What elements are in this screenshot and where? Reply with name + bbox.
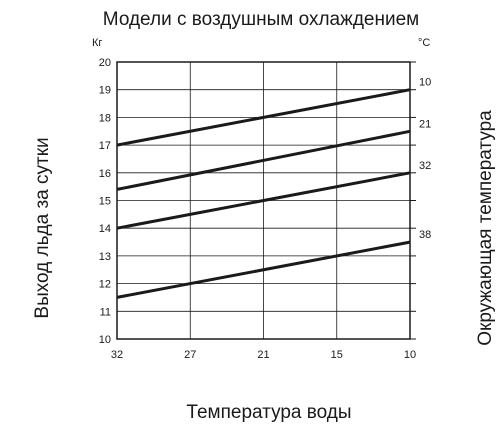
x-tick-label: 10 (404, 349, 416, 361)
x-axis-label: Температура воды (186, 402, 351, 423)
y-tick-label: 11 (100, 306, 111, 318)
y-tick-label: 19 (99, 85, 111, 97)
plot-frame (116, 61, 411, 340)
series-label-38: 38 (419, 229, 431, 241)
x-tick-label: 21 (257, 349, 269, 361)
x-tick-labels: 32 27 21 15 10 (111, 349, 416, 361)
series-line-21 (116, 129, 411, 191)
y-axis-label: Выход льда за сутки (32, 137, 53, 318)
y-tick-label: 18 (99, 112, 111, 124)
x-tick-label: 27 (184, 349, 196, 361)
y-tick-label: 16 (99, 168, 111, 180)
series-line-10 (116, 88, 411, 147)
y-tick-label: 14 (99, 223, 111, 235)
y-tick-label: 13 (99, 251, 111, 263)
series-label-10: 10 (419, 77, 431, 89)
y-tick-label: 12 (99, 279, 111, 291)
series-label-32: 32 (419, 160, 431, 172)
x-tick-label: 15 (331, 349, 343, 361)
y-tick-label: 15 (99, 196, 111, 208)
series-line-32 (116, 171, 411, 230)
y2-axis-label: Окружающая температура (475, 110, 496, 346)
x-tick-label: 32 (111, 349, 123, 361)
series-line-38 (116, 240, 411, 299)
series-lines (116, 88, 411, 299)
y-tick-label: 17 (99, 140, 111, 152)
y-unit-label: Кг (92, 37, 102, 49)
series-label-21: 21 (419, 118, 431, 130)
y-tick-label: 10 (99, 334, 111, 346)
series-unit-label: °C (418, 37, 430, 49)
y-tick-labels: 10 11 12 13 14 15 16 17 18 19 20 (99, 57, 111, 346)
y-tick-label: 20 (99, 57, 111, 69)
series-labels: 10 21 32 38 (419, 77, 431, 241)
chart-title: Модели с воздушным охлаждением (103, 9, 419, 30)
